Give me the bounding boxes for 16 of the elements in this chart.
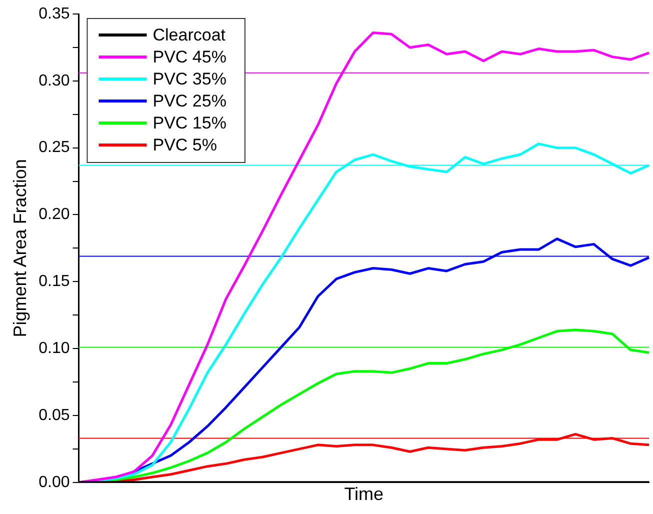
legend-label: PVC 45%: [152, 48, 226, 67]
legend-label: PVC 15%: [152, 114, 226, 133]
y-tick-label: 0.00: [38, 474, 70, 491]
y-tick-label: 0.20: [38, 206, 70, 224]
y-tick-label: 0.15: [38, 273, 70, 290]
y-tick-label: 0.05: [38, 406, 70, 424]
y-axis-title: Pigment Area Fraction: [10, 159, 30, 338]
x-axis-title: Time: [344, 484, 384, 504]
y-tick-label: 0.25: [38, 139, 70, 156]
y-tick-label: 0.30: [38, 72, 70, 90]
legend-label: PVC 5%: [152, 136, 217, 155]
y-tick-label: 0.35: [38, 5, 70, 22]
legend-label: Clearcoat: [152, 26, 226, 45]
legend-label: PVC 35%: [152, 70, 226, 89]
legend-label: PVC 25%: [152, 92, 226, 111]
y-tick-label: 0.10: [38, 340, 70, 357]
